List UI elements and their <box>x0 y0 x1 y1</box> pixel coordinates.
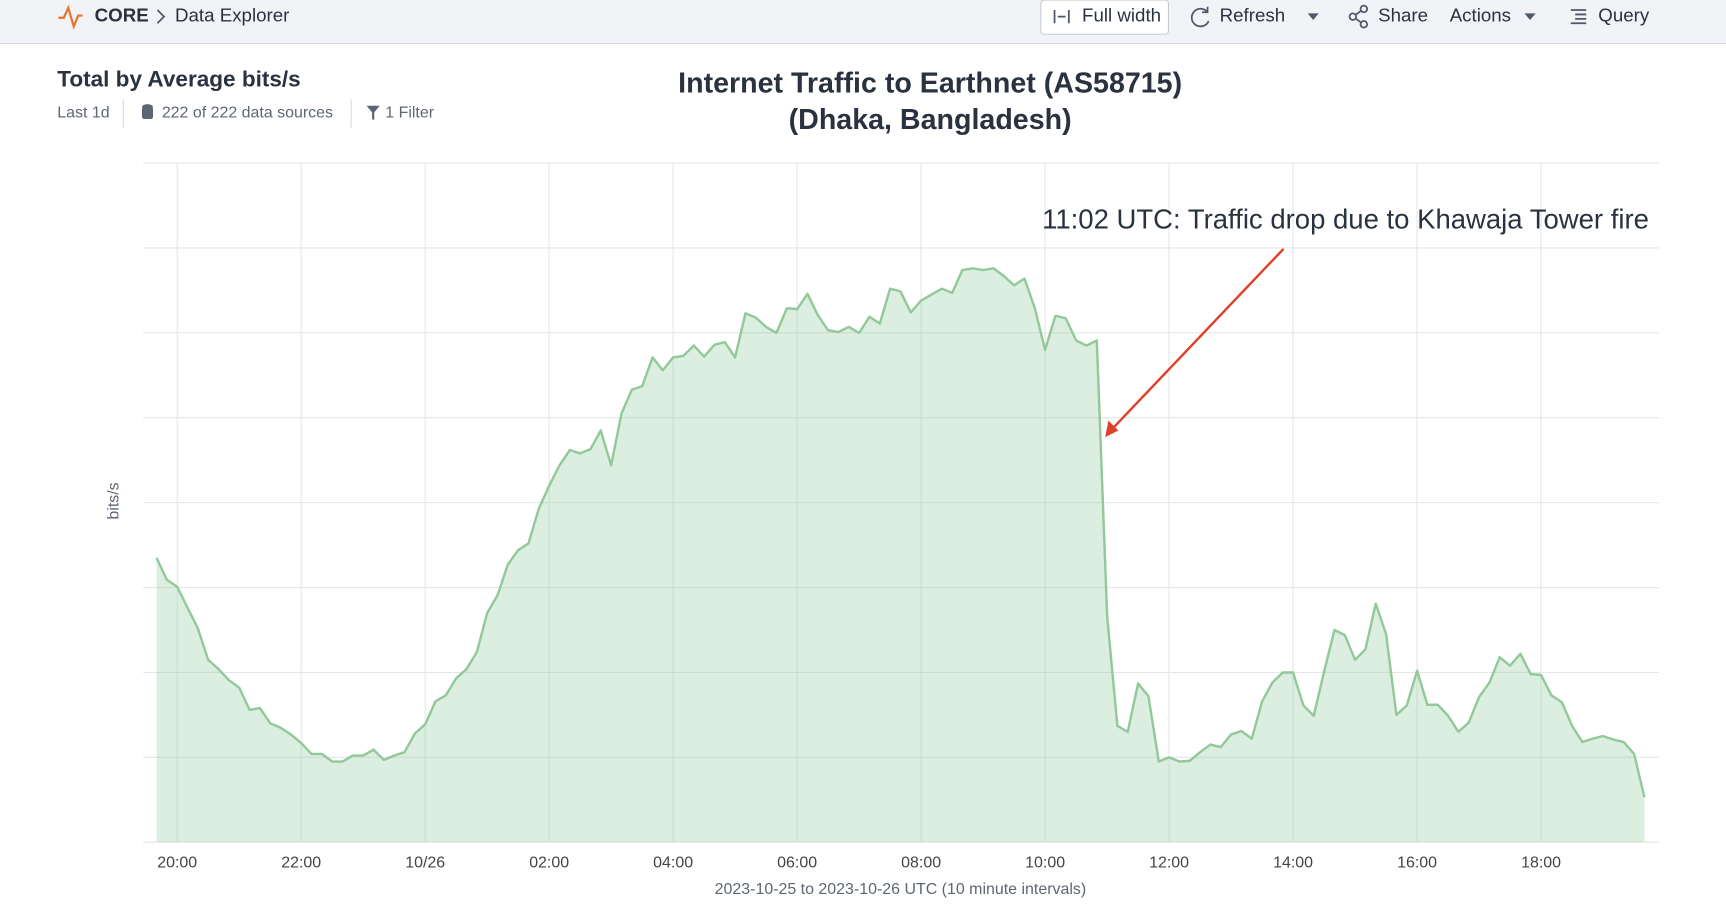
x-tick-label: 02:00 <box>529 854 569 871</box>
share-icon[interactable] <box>1348 4 1369 29</box>
time-range[interactable]: Last 1d <box>57 105 109 122</box>
area-fill <box>156 268 1645 843</box>
x-tick-label: 10/26 <box>405 854 445 871</box>
top-bar <box>0 0 1726 44</box>
x-axis-label: 2023-10-25 to 2023-10-26 UTC (10 minute … <box>715 881 1087 898</box>
chart-subtitle: (Dhaka, Bangladesh) <box>789 104 1072 136</box>
refresh-caret[interactable] <box>1307 13 1319 20</box>
panel-title: Total by Average bits/s <box>57 66 300 91</box>
full-width-icon <box>1053 10 1070 24</box>
x-tick-label: 16:00 <box>1397 854 1437 871</box>
x-tick-label: 18:00 <box>1521 854 1561 871</box>
breadcrumb[interactable]: Data Explorer <box>175 5 289 26</box>
database-icon <box>141 104 154 120</box>
query-icon[interactable] <box>1570 9 1587 25</box>
x-tick-label: 22:00 <box>281 854 321 871</box>
brand[interactable]: CORE <box>95 5 149 26</box>
full-width-button[interactable] <box>1040 0 1170 35</box>
x-tick-label: 12:00 <box>1149 854 1189 871</box>
x-tick-label: 04:00 <box>653 854 693 871</box>
filter-icon <box>366 105 380 121</box>
query-label[interactable]: Query <box>1598 5 1650 26</box>
plot: 20:00 22:00 10/26 02:00 04:00 06:00 08:00 10:00… <box>143 162 1659 871</box>
refresh-label[interactable]: Refresh <box>1220 5 1286 26</box>
arrow-head <box>1105 420 1119 438</box>
filter-label[interactable]: 1 Filter <box>385 105 434 122</box>
chart-title: Internet Traffic to Earthnet (AS58715) <box>678 67 1182 99</box>
actions-label[interactable]: Actions <box>1450 5 1511 26</box>
x-tick-label: 06:00 <box>777 854 817 871</box>
share-label[interactable]: Share <box>1378 5 1428 26</box>
y-axis-label: bits/s <box>106 482 123 519</box>
x-tick-label: 14:00 <box>1273 854 1313 871</box>
data-sources[interactable]: 222 of 222 data sources <box>162 105 333 122</box>
full-width-label[interactable]: Full width <box>1082 5 1161 26</box>
actions-caret[interactable] <box>1524 13 1536 20</box>
chevron <box>156 9 166 24</box>
annotation-arrow <box>1110 248 1285 431</box>
refresh-icon[interactable] <box>1190 6 1210 28</box>
x-tick-label: 20:00 <box>157 854 197 871</box>
series-line <box>155 267 1646 798</box>
x-tick-label: 10:00 <box>1025 854 1065 871</box>
annotation: 11:02 UTC: Traffic drop due to Khawaja T… <box>1042 204 1649 235</box>
logo[interactable] <box>58 4 83 30</box>
x-tick-label: 08:00 <box>901 854 941 871</box>
